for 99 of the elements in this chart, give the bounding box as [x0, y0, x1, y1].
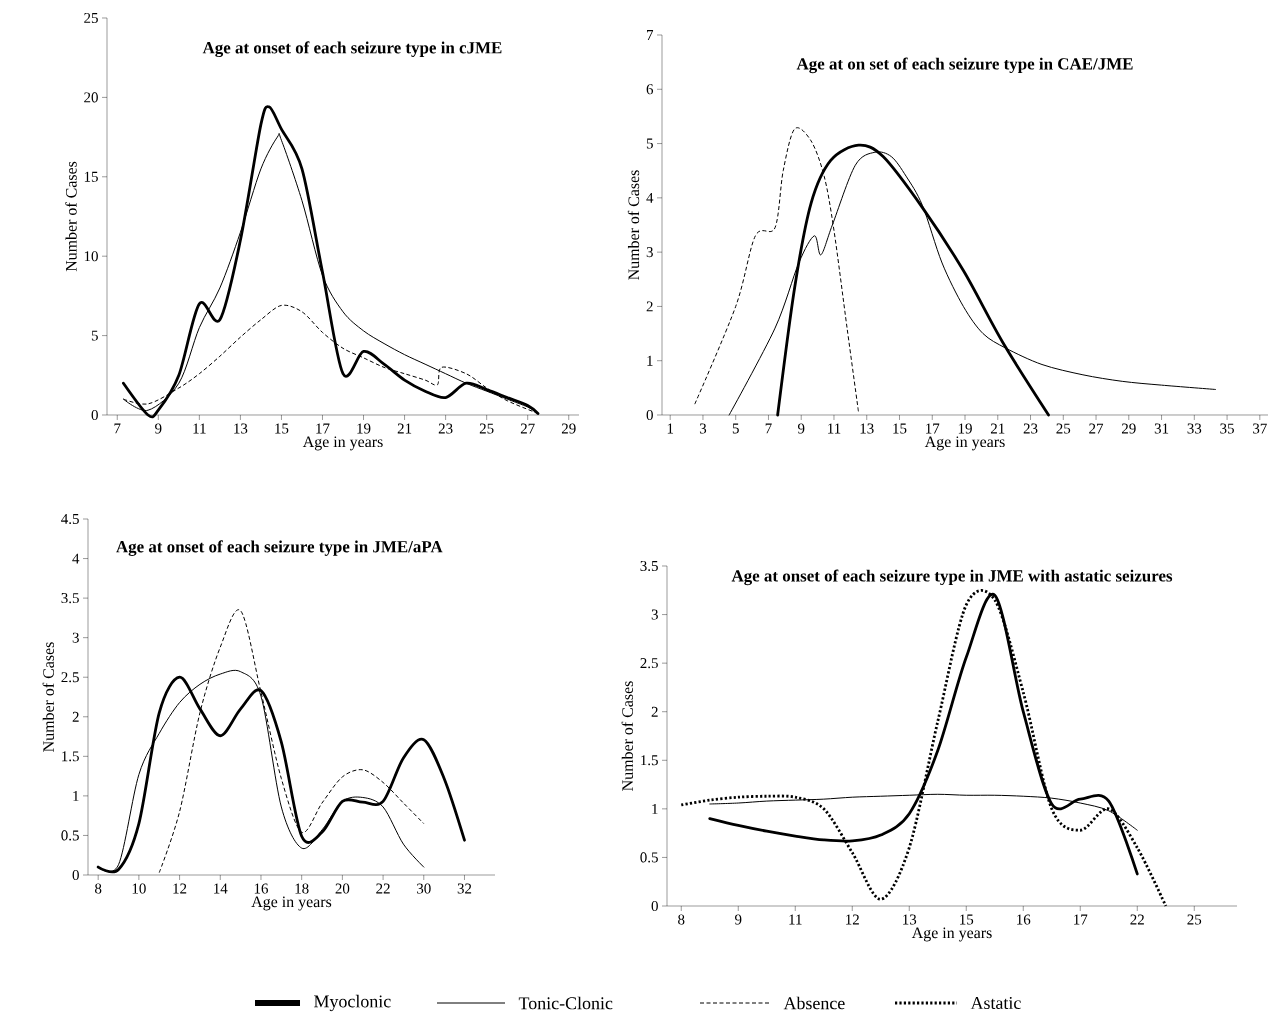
- y-tick-label: 3: [72, 632, 79, 643]
- x-tick-label: 8: [678, 914, 685, 925]
- y-tick-label: 2.5: [640, 658, 658, 669]
- chart-title: Age at onset of each seizure type in JME with astatic seizures: [731, 569, 1173, 586]
- y-tick-label: 10: [84, 251, 98, 262]
- x-tick-label: 3: [699, 423, 707, 434]
- x-tick-label: 25: [1056, 423, 1071, 434]
- y-axis-title: Number of Cases: [621, 681, 633, 791]
- text: Age at on set of each seizure type in CAE/JME: [796, 57, 1133, 74]
- x-tick-label: 13: [860, 423, 874, 434]
- x-tick-label: 15: [275, 423, 289, 434]
- y-axis-title: Number of Cases: [42, 642, 54, 752]
- x-tick-label: 19: [357, 423, 371, 434]
- x-tick-label: 33: [1187, 423, 1202, 434]
- x-tick-label: 15: [893, 423, 907, 434]
- text: Age at onset of each seizure type in JME/aPA: [116, 540, 443, 556]
- x-tick-label: 7: [765, 423, 772, 434]
- y-axis-title: Number of Cases: [65, 161, 77, 272]
- x-tick-label: 16: [1017, 914, 1031, 925]
- y-tick-label: 5: [91, 330, 98, 341]
- x-tick-label: 27: [1089, 423, 1104, 434]
- x-tick-label: 21: [397, 423, 412, 434]
- y-tick-label: 3.5: [640, 560, 658, 572]
- y-tick-label: 0: [91, 409, 98, 421]
- x-axis-title: Age in years: [911, 927, 992, 942]
- y-tick-label: 2: [651, 706, 658, 717]
- y-tick-label: 1: [647, 355, 653, 366]
- text: Age at onset of each seizure type in cJME: [202, 41, 502, 58]
- x-tick-label: 7: [114, 423, 121, 434]
- x-tick-label: 17: [316, 423, 330, 434]
- legend-label: Astatic: [970, 996, 1021, 1010]
- x-tick-label: 13: [903, 914, 917, 925]
- x-tick-label: 17: [1074, 914, 1088, 925]
- x-tick-label: 16: [254, 883, 269, 894]
- x-tick-label: 9: [155, 423, 162, 434]
- x-tick-label: 9: [735, 914, 742, 925]
- x-tick-label: 25: [1187, 914, 1202, 925]
- x-tick-label: 20: [335, 883, 350, 894]
- x-tick-label: 11: [828, 423, 841, 434]
- y-tick-label: 1: [652, 803, 658, 814]
- x-tick-label: 23: [438, 423, 453, 434]
- x-tick-label: 21: [990, 423, 1005, 434]
- x-tick-label: 35: [1220, 423, 1234, 434]
- x-tick-label: 11: [193, 423, 206, 434]
- x-tick-label: 29: [561, 423, 576, 434]
- x-tick-label: 15: [960, 914, 974, 925]
- x-tick-label: 30: [417, 883, 431, 894]
- x-tick-label: 13: [234, 423, 248, 434]
- y-tick-label: 2: [646, 301, 653, 312]
- x-tick-label: 23: [1023, 423, 1038, 434]
- x-tick-label: 8: [95, 883, 102, 894]
- x-tick-label: 1: [667, 423, 674, 434]
- y-tick-label: 4.5: [61, 513, 79, 525]
- y-tick-label: 2: [72, 711, 79, 722]
- y-tick-label: 0.5: [61, 830, 79, 841]
- y-tick-label: 15: [84, 171, 98, 182]
- y-tick-label: 4: [646, 192, 654, 203]
- y-tick-label: 0.5: [640, 852, 658, 863]
- y-tick-label: 1: [73, 790, 79, 801]
- x-tick-label: 12: [173, 883, 187, 894]
- x-tick-label: 5: [732, 423, 739, 434]
- x-tick-label: 31: [1154, 423, 1169, 434]
- y-tick-label: 3: [651, 609, 658, 620]
- x-axis-title: Age in years: [251, 896, 332, 911]
- x-tick-label: 12: [846, 914, 859, 925]
- y-tick-label: 5: [646, 138, 653, 149]
- y-tick-label: 20: [84, 92, 98, 103]
- x-tick-label: 17: [926, 423, 940, 434]
- x-tick-label: 22: [1130, 914, 1144, 925]
- x-tick-label: 22: [376, 883, 390, 894]
- x-axis-title: Age in years: [924, 436, 1005, 451]
- y-tick-label: 0: [72, 869, 79, 881]
- x-tick-label: 19: [958, 423, 972, 434]
- x-tick-label: 32: [457, 883, 472, 894]
- y-tick-label: 4: [72, 553, 80, 564]
- y-tick-label: 6: [646, 84, 654, 95]
- x-tick-label: 9: [797, 423, 805, 434]
- x-tick-label: 37: [1253, 423, 1267, 434]
- y-axis-title: Number of Cases: [627, 170, 640, 280]
- y-tick-label: 25: [84, 12, 98, 23]
- x-tick-label: 10: [132, 883, 146, 894]
- x-tick-label: 11: [789, 914, 802, 925]
- y-tick-label: 1.5: [62, 751, 79, 762]
- x-tick-label: 14: [214, 883, 228, 894]
- legend-label: Myoclonic: [314, 994, 391, 1012]
- y-tick-label: 0: [646, 409, 653, 421]
- y-tick-label: 2.5: [61, 672, 79, 683]
- y-tick-label: 7: [647, 30, 654, 40]
- x-axis-title: Age in years: [302, 436, 383, 451]
- legend-label: Tonic-Clonic: [518, 996, 613, 1010]
- x-tick-label: 18: [295, 883, 309, 894]
- x-tick-label: 25: [479, 423, 494, 434]
- y-tick-label: 0: [651, 900, 658, 912]
- x-tick-label: 27: [520, 423, 535, 434]
- y-tick-label: 3.5: [61, 593, 79, 604]
- y-tick-label: 3: [646, 247, 653, 258]
- x-tick-label: 29: [1121, 423, 1136, 434]
- legend-label: Absence: [783, 996, 845, 1010]
- y-tick-label: 1.5: [641, 755, 658, 766]
